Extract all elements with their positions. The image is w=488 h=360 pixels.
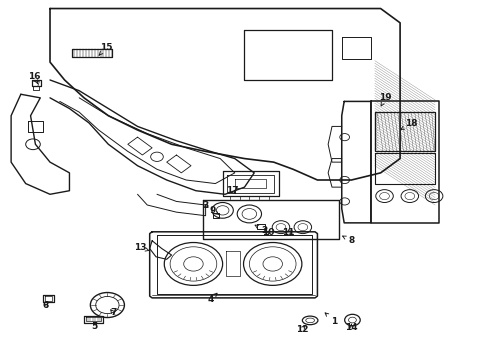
Text: 17: 17 bbox=[225, 186, 238, 195]
Text: 2: 2 bbox=[255, 225, 266, 234]
Text: 19: 19 bbox=[378, 93, 391, 106]
Text: 5: 5 bbox=[91, 322, 98, 331]
Text: 10: 10 bbox=[261, 228, 273, 237]
Text: 15: 15 bbox=[99, 43, 112, 55]
Text: 1: 1 bbox=[325, 313, 337, 325]
Text: 3: 3 bbox=[202, 201, 208, 210]
Text: 16: 16 bbox=[28, 72, 41, 84]
Text: 7: 7 bbox=[110, 309, 116, 318]
Text: 18: 18 bbox=[400, 119, 416, 130]
Text: 8: 8 bbox=[342, 236, 354, 245]
Text: 4: 4 bbox=[207, 293, 217, 304]
Text: 6: 6 bbox=[43, 301, 49, 310]
Text: 14: 14 bbox=[345, 323, 357, 332]
Text: 9: 9 bbox=[209, 206, 219, 215]
Text: 12: 12 bbox=[295, 325, 307, 334]
Text: 11: 11 bbox=[282, 228, 294, 237]
Text: 13: 13 bbox=[133, 243, 149, 252]
